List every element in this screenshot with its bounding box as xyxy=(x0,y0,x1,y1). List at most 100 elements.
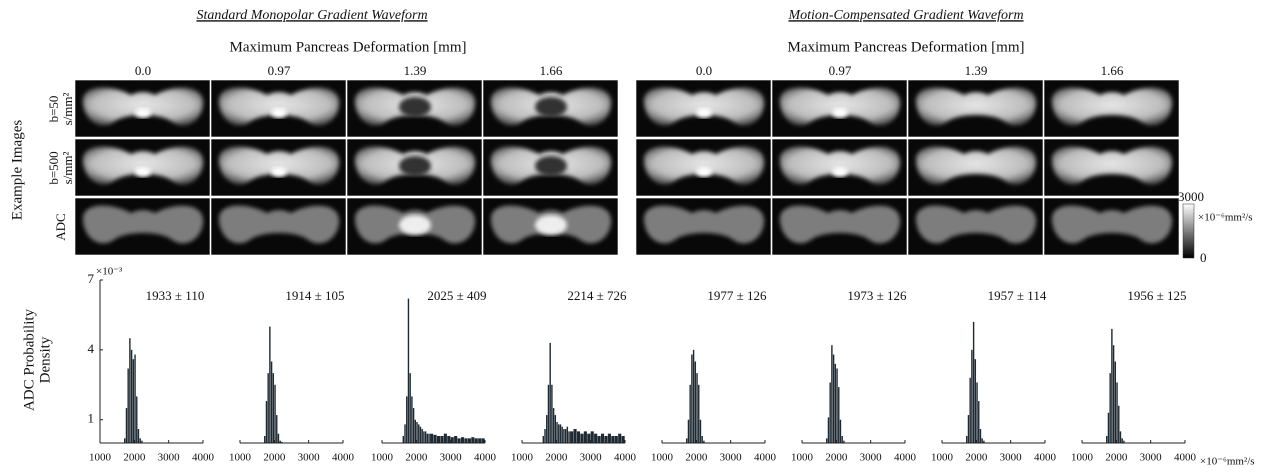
histogram-bar xyxy=(443,433,447,443)
histogram-bar xyxy=(474,438,478,443)
histogram-bar xyxy=(1116,382,1118,443)
histogram-bar xyxy=(698,384,700,443)
deformation-label: Maximum Pancreas Deformation [mm] xyxy=(229,39,466,55)
histogram-bar xyxy=(423,431,425,443)
x-tick-label: 2000 xyxy=(685,452,708,464)
histogram-bar xyxy=(556,422,558,443)
histogram-bar xyxy=(621,436,625,443)
organ xyxy=(82,205,204,244)
annotation: 2025 ± 409 xyxy=(427,288,486,303)
column-label: 0.0 xyxy=(696,63,712,78)
organ xyxy=(82,146,204,185)
histogram-bar xyxy=(580,433,584,443)
x-tick-label: 2000 xyxy=(263,452,286,464)
x-tick-label: 3000 xyxy=(720,452,743,464)
organ xyxy=(779,87,901,126)
histogram-bar xyxy=(590,431,594,443)
histogram-bar xyxy=(1106,436,1108,443)
artifact xyxy=(399,215,431,235)
histogram-bar xyxy=(1111,328,1113,443)
histogram-bar xyxy=(1107,412,1110,443)
histogram-bar xyxy=(983,440,985,443)
side-label: Example Images xyxy=(9,120,25,221)
histogram-bar xyxy=(279,440,281,443)
row-label: b=500 xyxy=(46,151,61,184)
histogram-bar xyxy=(566,426,569,443)
organ xyxy=(915,205,1037,244)
x-tick-label: 3000 xyxy=(298,452,321,464)
histogram-bar xyxy=(450,437,454,443)
column-label: 1.39 xyxy=(404,63,427,78)
organ xyxy=(643,87,765,126)
histogram-bar xyxy=(600,433,605,443)
x-tick-label: 2000 xyxy=(405,452,428,464)
histogram-bar xyxy=(699,419,702,443)
histogram-bar xyxy=(269,326,271,443)
histogram-bar xyxy=(546,415,548,443)
histogram-bar xyxy=(1109,373,1111,443)
row-label: b=50 xyxy=(46,96,61,123)
x-tick-label: 3000 xyxy=(158,452,181,464)
histogram-bar xyxy=(272,373,275,443)
histogram-bar xyxy=(974,359,977,443)
histogram-bar xyxy=(558,424,560,443)
annotation: 1956 ± 125 xyxy=(1127,288,1186,303)
histogram-bar xyxy=(979,429,982,443)
histogram-bar xyxy=(587,433,591,443)
colorbar-unit: ×10⁻⁶mm²/s xyxy=(1198,212,1253,224)
annotation: 1914 ± 105 xyxy=(285,288,344,303)
x-tick-label: 4000 xyxy=(614,452,637,464)
bright-spot xyxy=(271,167,287,177)
histogram-bar xyxy=(843,440,845,443)
histogram-bar xyxy=(696,373,698,443)
histogram-bar xyxy=(561,426,563,443)
y-axis-label: Density xyxy=(37,336,53,383)
artifact xyxy=(399,156,431,176)
histogram-bar xyxy=(409,373,411,443)
bright-spot xyxy=(696,108,712,118)
histogram-bar xyxy=(281,441,283,443)
histogram-bar xyxy=(614,436,618,443)
x-tick-label: 1000 xyxy=(371,452,394,464)
annotation: 1933 ± 110 xyxy=(146,288,205,303)
artifact xyxy=(399,97,431,117)
x-tick-label: 1000 xyxy=(651,452,674,464)
deformation-label: Maximum Pancreas Deformation [mm] xyxy=(787,39,1024,55)
histogram-bar xyxy=(460,437,465,443)
x-unit: ×10⁻⁶mm²/s xyxy=(1200,456,1255,468)
histogram-bar xyxy=(418,424,420,443)
histogram-bar xyxy=(703,440,705,443)
x-tick-label: 2000 xyxy=(545,452,568,464)
histogram-bar xyxy=(467,438,471,443)
row-label: s/mm² xyxy=(60,152,75,185)
histogram-bar xyxy=(411,396,413,443)
bright-spot xyxy=(271,108,287,118)
x-tick-label: 1000 xyxy=(511,452,534,464)
colorbar xyxy=(1182,203,1195,259)
y-multiplier: ×10⁻³ xyxy=(96,266,123,278)
histogram-bar xyxy=(478,438,482,443)
histogram-bar xyxy=(966,436,968,443)
histogram-bar xyxy=(414,419,417,443)
organ xyxy=(218,87,340,126)
artifact xyxy=(535,215,567,235)
histogram-bar xyxy=(551,384,553,443)
colorbar-min: 0 xyxy=(1200,250,1207,265)
bright-spot xyxy=(696,167,712,177)
histogram-bar xyxy=(611,436,615,443)
bright-spot xyxy=(832,108,848,118)
annotation: 1977 ± 126 xyxy=(707,288,767,303)
organ xyxy=(218,146,340,185)
histogram-bar xyxy=(834,363,837,443)
organ xyxy=(1051,205,1173,244)
histogram-bar xyxy=(549,342,551,443)
histogram-bar xyxy=(402,436,405,443)
histogram-bar xyxy=(407,298,410,443)
histogram-bar xyxy=(604,436,608,443)
histogram-bar xyxy=(428,433,430,443)
x-tick-label: 4000 xyxy=(1174,452,1197,464)
histogram-bar xyxy=(1119,431,1122,443)
histogram-bar xyxy=(691,354,693,443)
histogram-bar xyxy=(570,431,574,443)
y-tick-label: 1 xyxy=(88,411,95,426)
